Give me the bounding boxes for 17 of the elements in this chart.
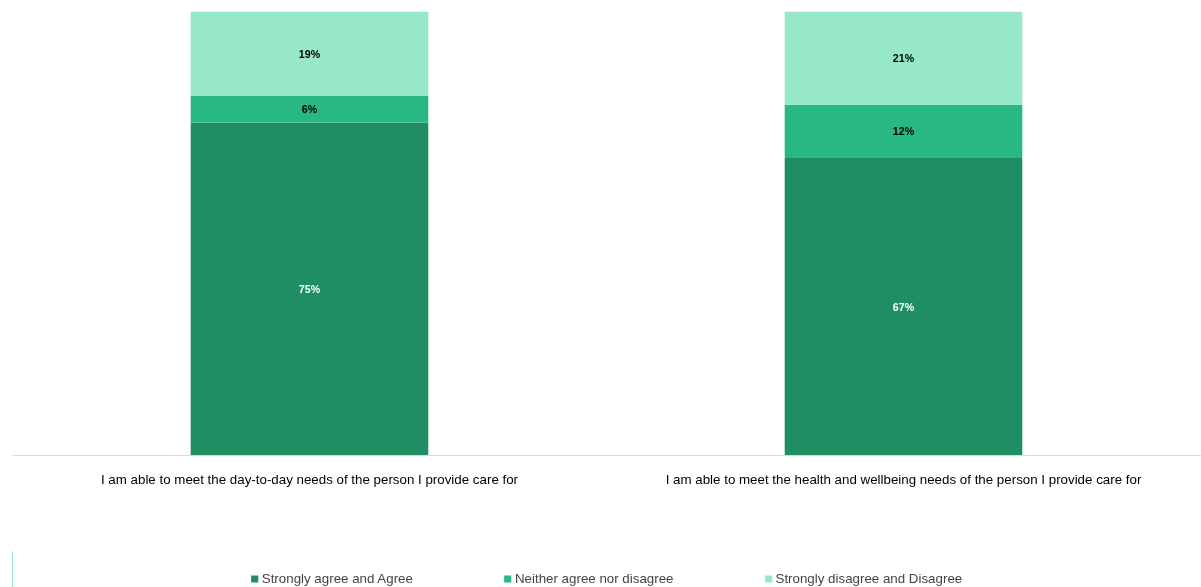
x-tick-label: I am able to meet the day-to-day needs of the person I provide care for [100,471,519,487]
data-label: 12% [892,125,915,138]
legend-label: Strongly disagree and Disagree [775,571,963,586]
data-label: 21% [892,52,915,65]
data-label: 75% [298,283,321,295]
bar [190,11,429,96]
bar [784,158,1023,456]
data-label: 19% [298,47,321,60]
legend-label: Strongly agree and Agree [261,571,413,586]
bar [190,95,429,123]
bar [784,11,1023,105]
legend-label: Neither agree nor disagree [514,571,674,586]
x-tick-label: I am able to meet the health and wellbeing needs of the person I provide care for [665,471,1142,487]
bar [190,122,429,456]
data-label: 67% [892,300,915,313]
data-label: 6% [301,103,318,116]
bar [784,104,1023,159]
